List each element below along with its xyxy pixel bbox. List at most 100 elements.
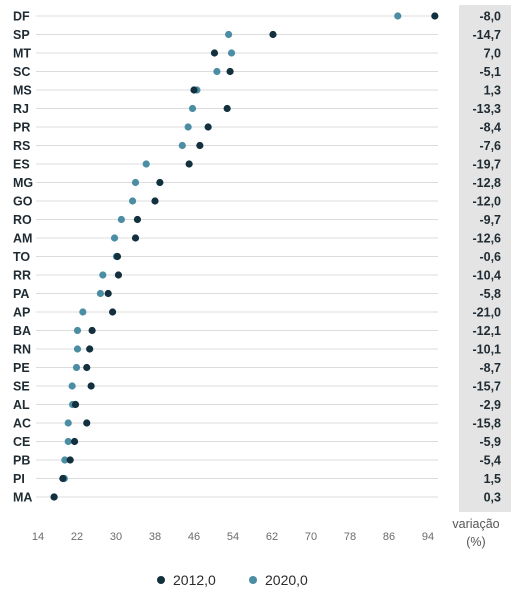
legend-marker-2020 <box>249 576 257 584</box>
variation-label-rn: -10,1 <box>473 343 502 357</box>
point-2012-ms <box>190 86 198 94</box>
state-label-pe: PE <box>13 361 30 375</box>
x-tick-14: 14 <box>32 531 44 543</box>
point-2012-ro <box>133 215 142 224</box>
point-2020-rn <box>73 345 82 353</box>
point-2020-se <box>68 382 76 390</box>
variation-label-pe: -8,7 <box>479 361 501 375</box>
point-2020-df <box>394 12 402 20</box>
point-2020-pb <box>61 456 69 464</box>
state-label-ac: AC <box>13 417 31 431</box>
point-2020-go <box>128 197 137 205</box>
point-2020-sp <box>225 30 233 39</box>
variation-label-df: -8,0 <box>479 10 501 24</box>
state-label-rs: RS <box>13 139 30 153</box>
state-label-ce: CE <box>13 435 30 449</box>
state-label-sp: SP <box>13 28 30 42</box>
variation-label-sc: -5,1 <box>479 65 501 79</box>
variation-label-pi: 1,5 <box>484 472 501 486</box>
x-axis-ticks: 14 22 30 38 46 54 62 70 78 86 94 <box>32 531 434 543</box>
point-2012-am <box>131 234 140 242</box>
variation-label-pa: -5,8 <box>479 287 501 301</box>
point-2012-rj <box>223 104 231 113</box>
state-label-df: DF <box>13 10 30 24</box>
point-2020-pe <box>72 363 81 372</box>
state-label-rr: RR <box>13 269 31 283</box>
variation-label-pb: -5,4 <box>479 454 501 468</box>
legend-marker-2012 <box>157 576 165 584</box>
state-label-am: AM <box>13 232 32 246</box>
point-2020-mt <box>227 49 236 57</box>
variation-label-ap: -21,0 <box>473 306 502 320</box>
variation-labels: -8,0 -14,7 7,0 -5,1 1,3 -13,3 -8,4 -7,6 -19,7 -12… <box>473 10 502 505</box>
data-points <box>50 12 439 501</box>
state-label-ms: MS <box>13 84 32 98</box>
state-label-pi: PI <box>13 472 25 486</box>
variation-label-mg: -12,8 <box>473 176 502 190</box>
variation-label-rs: -7,6 <box>479 139 501 153</box>
x-tick-54: 54 <box>227 531 239 543</box>
point-2020-ba <box>73 326 82 335</box>
variation-label-rr: -10,4 <box>473 269 502 283</box>
point-2020-ro <box>117 215 125 224</box>
legend-label-2020: 2020,0 <box>265 572 308 588</box>
variation-label-ms: 1,3 <box>484 84 501 98</box>
x-tick-70: 70 <box>305 531 317 543</box>
point-2012-to <box>113 252 122 261</box>
state-label-pb: PB <box>13 454 30 468</box>
variation-label-al: -2,9 <box>479 398 501 412</box>
state-labels: DF SP MT SC MS RJ PR RS ES MG GO RO AM TO RR PA AP BA RN PE… <box>13 10 33 505</box>
state-label-ap: AP <box>13 306 30 320</box>
variation-label-to: -0,6 <box>479 250 501 264</box>
point-2012-ma <box>50 493 58 501</box>
variation-header-line1: variação <box>452 517 499 531</box>
point-2012-ba <box>88 326 96 335</box>
x-tick-46: 46 <box>188 531 200 543</box>
point-2012-pa <box>104 289 112 298</box>
variation-label-ac: -15,8 <box>473 417 502 431</box>
x-tick-94: 94 <box>422 531 434 543</box>
variation-label-am: -12,6 <box>473 232 502 246</box>
variation-label-ce: -5,9 <box>479 435 501 449</box>
point-2012-sp <box>269 30 277 39</box>
point-2012-es <box>185 160 193 168</box>
variation-label-pr: -8,4 <box>479 121 501 135</box>
state-label-go: GO <box>13 195 33 209</box>
point-2020-pr <box>184 123 192 131</box>
variation-column-background <box>459 5 511 512</box>
point-2012-se <box>87 382 95 390</box>
point-2020-rs <box>178 141 186 150</box>
state-label-al: AL <box>13 398 30 412</box>
point-2012-pr <box>204 123 212 131</box>
variation-label-rj: -13,3 <box>473 102 502 116</box>
point-2012-ac <box>83 419 91 427</box>
state-label-es: ES <box>13 158 30 172</box>
state-label-sc: SC <box>13 65 30 79</box>
point-2012-al <box>71 400 80 409</box>
point-2012-go <box>151 197 159 205</box>
legend: 2012,0 2020,0 <box>157 572 308 588</box>
point-2020-am <box>110 234 119 242</box>
point-2012-rs <box>196 141 204 150</box>
x-tick-22: 22 <box>71 531 83 543</box>
state-label-pa: PA <box>13 287 29 301</box>
point-2012-rr <box>114 271 123 279</box>
state-label-ma: MA <box>13 491 32 505</box>
variation-label-sp: -14,7 <box>473 28 502 42</box>
point-2012-mg <box>156 178 164 187</box>
point-2020-pa <box>96 289 104 298</box>
point-2012-rn <box>86 345 94 353</box>
point-2020-rr <box>99 271 107 279</box>
variation-label-ro: -9,7 <box>479 213 501 227</box>
point-2020-ac <box>64 419 72 427</box>
point-2012-pi <box>59 474 67 483</box>
variation-label-ma: 0,3 <box>484 491 501 505</box>
state-label-rj: RJ <box>13 102 29 116</box>
point-2020-mg <box>131 178 140 187</box>
point-2012-ap <box>108 308 117 316</box>
point-2020-sc <box>213 67 221 76</box>
x-tick-78: 78 <box>344 531 356 543</box>
point-2012-sc <box>226 67 234 76</box>
variation-label-se: -15,7 <box>473 380 502 394</box>
